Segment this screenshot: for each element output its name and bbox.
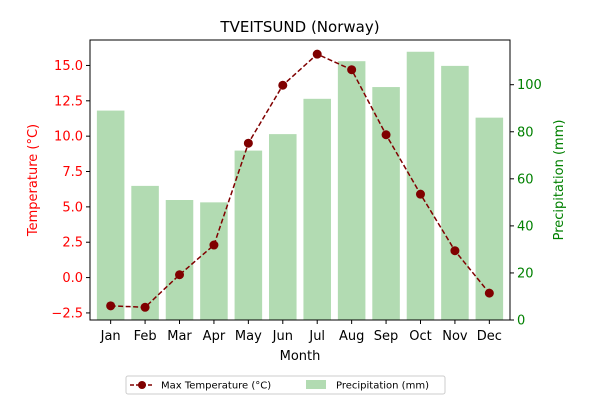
y-left-tick-label: 10.0 [54, 130, 83, 145]
legend-frame [125, 375, 446, 395]
bar-precip-may [234, 150, 263, 320]
x-tick-label: Feb [134, 329, 157, 344]
y-right-tick-label: 20 [517, 266, 534, 281]
temperature-point-jan [106, 301, 116, 311]
y-left-tick-label: 0.0 [62, 271, 83, 286]
y-axis-left-label: Temperature (°C) [26, 124, 41, 237]
temperature-point-jul [312, 49, 322, 59]
temperature-point-oct [415, 189, 425, 199]
y-right-tick-label: 60 [517, 172, 534, 187]
legend-bar-swatch [306, 380, 326, 389]
bar-precip-sep [372, 87, 400, 320]
x-tick-label: Mar [167, 329, 192, 344]
x-tick-label: Oct [409, 329, 431, 344]
x-tick-label: Aug [339, 329, 364, 344]
temperature-point-jun [278, 80, 288, 90]
y-left-tick-label: −2.5 [51, 306, 83, 321]
x-tick-label: Dec [477, 329, 502, 344]
y-left-tick-label: 2.5 [62, 236, 83, 251]
y-right-tick-label: 80 [517, 125, 534, 140]
x-axis: Jan Feb Mar Apr May Jun Jul Aug Sep Oct Nov Dec [100, 320, 502, 344]
legend-label-precipitation: Precipitation (mm) [336, 381, 429, 392]
line-series-max-temperature [106, 49, 494, 312]
temperature-point-aug [347, 65, 357, 75]
x-tick-label: Nov [442, 329, 468, 344]
legend: Max Temperature (°C) Precipitation (mm) [125, 375, 446, 395]
y-axis-left: −2.5 0.0 2.5 5.0 7.5 10.0 12.5 15.0 [51, 59, 90, 321]
legend-label-temperature: Max Temperature (°C) [161, 381, 271, 392]
x-tick-label: Jun [272, 329, 293, 344]
temperature-point-apr [209, 240, 219, 250]
bar-precip-jul [303, 98, 331, 320]
bar-series-precipitation [96, 51, 504, 321]
temperature-point-sep [381, 130, 391, 140]
bar-precip-jun [269, 134, 297, 320]
y-right-tick-label: 40 [517, 219, 534, 234]
bar-precip-apr [200, 202, 228, 320]
y-axis-right: 0 20 40 60 80 100 [510, 78, 542, 329]
temperature-line [110, 53, 490, 309]
y-left-tick-label: 12.5 [54, 94, 83, 109]
bar-precip-jan [96, 110, 125, 320]
temperature-point-dec [484, 288, 494, 298]
y-left-tick-label: 5.0 [62, 200, 83, 215]
temperature-point-mar [175, 270, 185, 280]
temperature-point-may [243, 138, 253, 148]
chart-title: TVEITSUND (Norway) [219, 18, 379, 36]
y-axis-right-label: Precipitation (mm) [552, 120, 567, 241]
x-tick-label: Jul [308, 329, 325, 344]
bar-precip-feb [131, 185, 159, 320]
plot-area-frame [89, 39, 511, 321]
y-left-tick-label: 15.0 [54, 59, 83, 74]
y-left-tick-label: 7.5 [62, 165, 83, 180]
x-tick-label: Sep [374, 329, 399, 344]
temperature-point-nov [450, 246, 460, 256]
y-right-tick-label: 0 [517, 314, 525, 329]
bar-precip-mar [165, 200, 194, 320]
bar-precip-aug [337, 61, 366, 321]
x-axis-label: Month [280, 349, 321, 364]
bar-precip-nov [441, 65, 469, 320]
x-tick-label: Apr [203, 329, 226, 344]
x-tick-label: Jan [100, 329, 121, 344]
bar-precip-oct [406, 51, 435, 320]
y-right-tick-label: 100 [517, 78, 542, 93]
temperature-point-feb [140, 302, 150, 312]
x-tick-label: May [235, 329, 262, 344]
bar-precip-dec [475, 117, 504, 321]
legend-line-marker [138, 381, 146, 389]
